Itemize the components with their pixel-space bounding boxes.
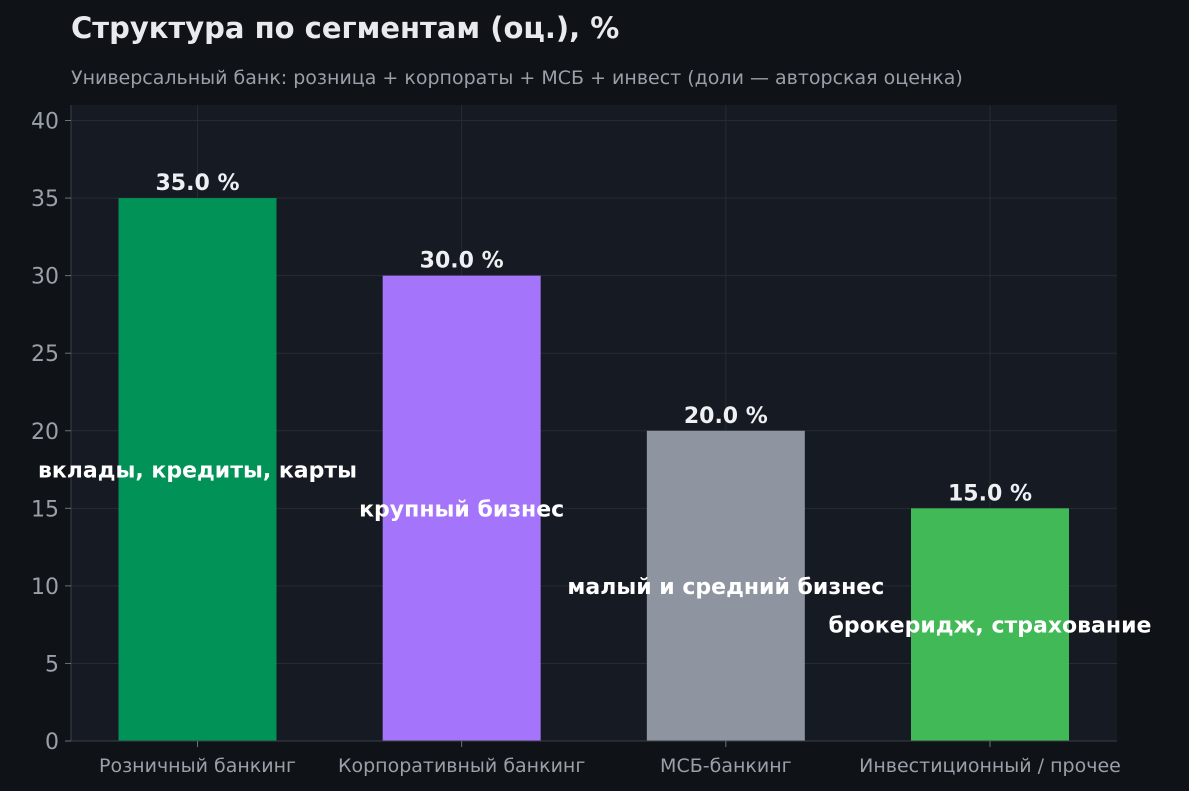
bar-annotation: вклады, кредиты, карты: [38, 459, 357, 484]
bar-annotation: брокеридж, страхование: [829, 614, 1152, 639]
x-tick-label: МСБ-банкинг: [660, 755, 792, 777]
bar-value-label: 35.0 %: [156, 171, 240, 196]
y-tick-label: 0: [45, 730, 59, 755]
y-tick-label: 35: [31, 187, 59, 212]
bar: [646, 430, 805, 741]
y-tick-label: 5: [45, 652, 59, 677]
bar-annotation: малый и средний бизнес: [567, 575, 884, 600]
y-tick-label: 25: [31, 342, 59, 367]
chart-subtitle: Универсальный банк: розница + корпораты …: [71, 67, 963, 89]
y-tick-label: 10: [31, 575, 59, 600]
bar: [118, 198, 277, 741]
x-tick-label: Корпоративный банкинг: [338, 755, 585, 777]
bar-value-label: 30.0 %: [420, 249, 504, 274]
bar-annotation: крупный бизнес: [359, 497, 564, 522]
bar: [911, 508, 1069, 741]
x-tick-label: Инвестиционный / прочее: [859, 755, 1121, 777]
bars: 35.0 % вклады, кредиты, карты 30.0 % крупны…: [38, 171, 1152, 741]
bar: [382, 275, 541, 741]
y-axis: 0 5 10 15 20 25 30 35 40: [31, 105, 72, 755]
chart-title: Структура по сегментам (оц.), %: [71, 11, 619, 45]
x-tick-label: Розничный банкинг: [99, 755, 296, 777]
y-tick-label: 30: [31, 265, 59, 290]
y-tick-label: 40: [31, 110, 59, 135]
y-tick-label: 15: [31, 497, 59, 522]
x-axis: Розничный банкинг Корпоративный банкинг МС…: [71, 740, 1121, 777]
bar-value-label: 20.0 %: [684, 404, 768, 429]
bar-value-label: 15.0 %: [948, 481, 1032, 506]
y-tick-label: 20: [31, 420, 59, 445]
